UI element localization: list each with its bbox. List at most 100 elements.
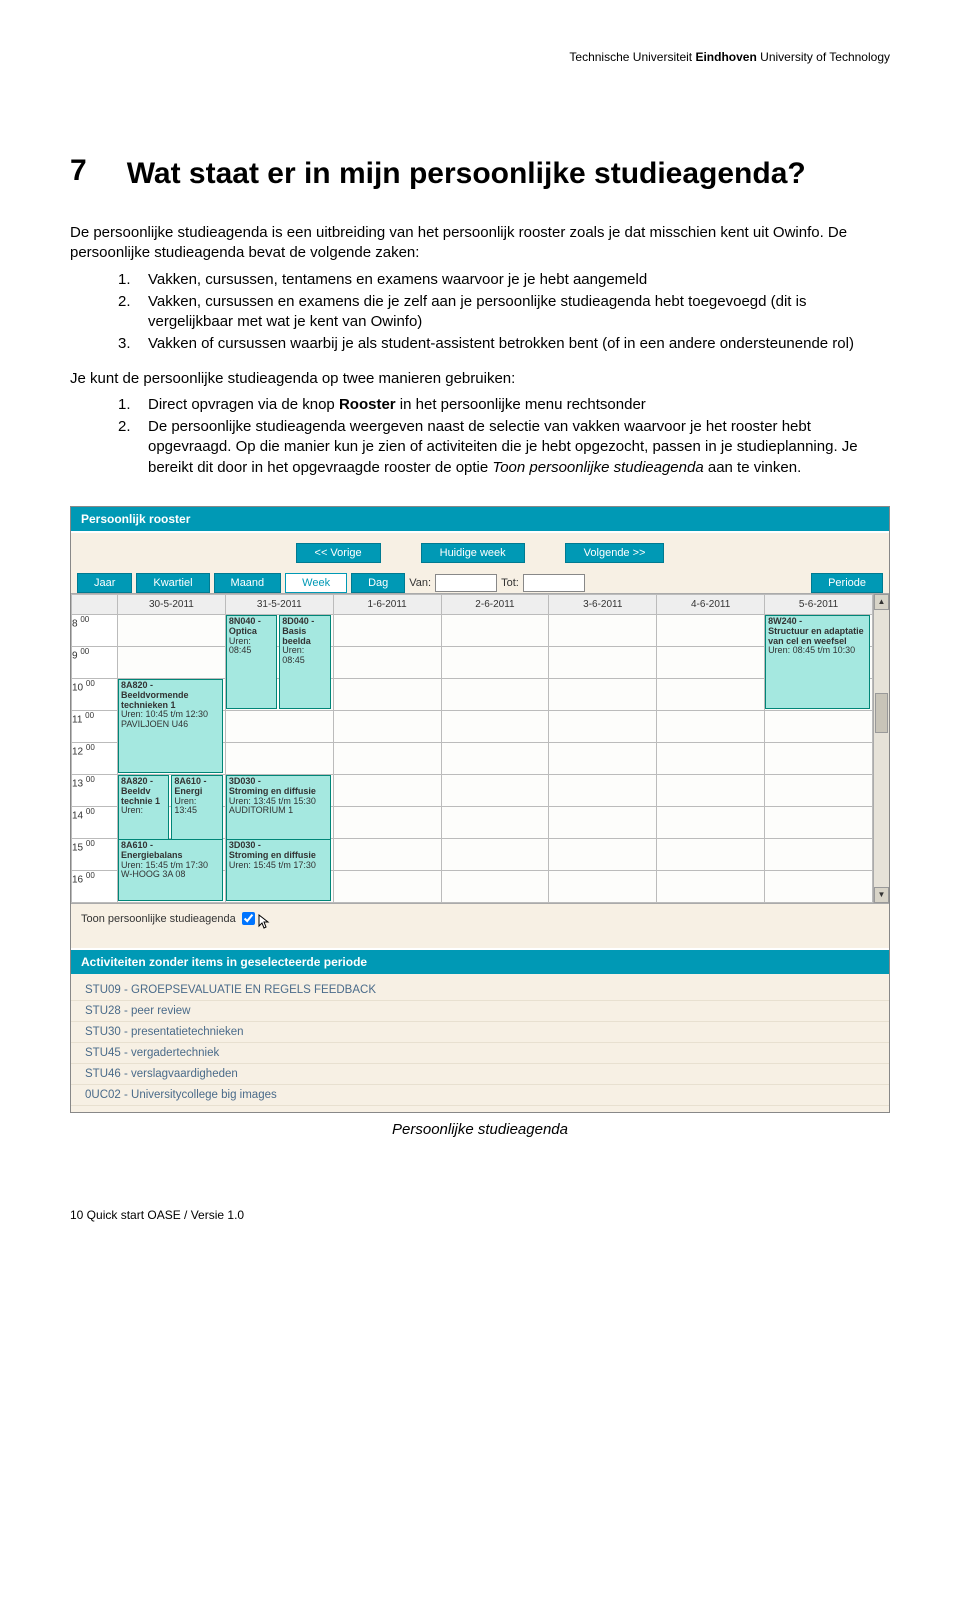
screenshot-figure: Persoonlijk rooster << Vorige Huidige we… [70,506,890,1138]
calendar-cell [549,806,657,838]
scroll-up-icon[interactable]: ▲ [874,594,889,610]
scrollbar[interactable]: ▲ ▼ [873,594,889,903]
calendar-event[interactable]: 3D030 -Stroming en diffusieUren: 15:45 t… [226,839,331,901]
time-label: 11 00 [72,710,118,742]
cursor-icon [257,913,273,929]
calendar-cell [657,614,765,646]
tab-row: JaarKwartielMaandWeekDagVan:Tot: Periode [71,569,889,593]
calendar-cell: 3D030 -Stroming en diffusieUren: 15:45 t… [225,838,333,870]
activity-row[interactable]: 0UC02 - Universitycollege big images [71,1085,889,1106]
header-text-2: University of Technology [757,50,890,64]
intro-paragraph: De persoonlijke studieagenda is een uitb… [70,223,890,264]
calendar-event[interactable]: 8A820 -Beeldvormende technieken 1Uren: 1… [118,679,223,773]
time-label: 16 00 [72,870,118,902]
tab-kwartiel[interactable]: Kwartiel [136,573,209,593]
date-header: 2-6-2011 [441,594,549,614]
activity-row[interactable]: STU46 - verslagvaardigheden [71,1064,889,1085]
calendar-cell: 8W240 -Structuur en adaptatie van cel en… [765,614,873,646]
nav-row: << Vorige Huidige week Volgende >> [71,533,889,569]
calendar-cell [333,838,441,870]
list-1: 1.Vakken, cursussen, tentamens en examen… [118,270,890,355]
date-range: Van:Tot: [409,574,585,592]
activity-row[interactable]: STU28 - peer review [71,1001,889,1022]
tot-input[interactable] [523,574,585,592]
activity-row[interactable]: STU30 - presentatietechnieken [71,1022,889,1043]
date-header: 5-6-2011 [765,594,873,614]
scroll-track[interactable] [874,610,889,887]
calendar-cell [765,774,873,806]
calendar-cell [765,870,873,902]
list-item: 1.Vakken, cursussen, tentamens en examen… [118,270,890,290]
time-label: 14 00 [72,806,118,838]
calendar-cell [657,710,765,742]
date-header: 3-6-2011 [549,594,657,614]
toggle-checkbox[interactable] [242,912,255,925]
toggle-label: Toon persoonlijke studieagenda [81,913,236,925]
calendar-cell [549,838,657,870]
calendar-cell [657,806,765,838]
calendar-cell [549,742,657,774]
date-header: 4-6-2011 [657,594,765,614]
tab-maand[interactable]: Maand [214,573,282,593]
activities-list: STU09 - GROEPSEVALUATIE EN REGELS FEEDBA… [71,974,889,1112]
date-header: 30-5-2011 [118,594,226,614]
calendar-cell [441,806,549,838]
calendar-cell [549,678,657,710]
toggle-row: Toon persoonlijke studieagenda [71,903,889,934]
tab-jaar[interactable]: Jaar [77,573,132,593]
van-input[interactable] [435,574,497,592]
calendar-cell [765,806,873,838]
current-week-button[interactable]: Huidige week [421,543,525,563]
calendar-cell [333,614,441,646]
chapter-title: Wat staat er in mijn persoonlijke studie… [127,154,806,193]
periode-button[interactable]: Periode [811,573,883,593]
next-button[interactable]: Volgende >> [565,543,665,563]
calendar-cell [333,742,441,774]
date-header: 31-5-2011 [225,594,333,614]
list-item: 3.Vakken of cursussen waarbij je als stu… [118,334,890,354]
header-text-bold: Eindhoven [695,50,756,64]
calendar-cell [333,806,441,838]
calendar-cell [441,870,549,902]
scroll-thumb[interactable] [875,693,888,733]
calendar-cell [441,774,549,806]
calendar-event[interactable]: 8D040 - Basis beeldaUren: 08:45 [279,615,330,709]
time-label: 15 00 [72,838,118,870]
calendar-cell [765,838,873,870]
time-label: 12 00 [72,742,118,774]
calendar-cell [333,710,441,742]
list-item: 1.Direct opvragen via de knop Rooster in… [118,395,890,415]
calendar-event[interactable]: 8A610 -EnergiebalansUren: 15:45 t/m 17:3… [118,839,223,901]
calendar-event[interactable]: 8N040 -OpticaUren: 08:45 [226,615,277,709]
paragraph-2: Je kunt de persoonlijke studieagenda op … [70,369,890,389]
calendar-cell [549,646,657,678]
tab-week[interactable]: Week [285,573,347,593]
calendar-cell [441,742,549,774]
chapter-number: 7 [70,154,87,193]
activities-title: Activiteiten zonder items in geselecteer… [71,948,889,974]
calendar-cell [657,742,765,774]
calendar-cell [333,646,441,678]
calendar-cell [549,774,657,806]
calendar-cell [333,678,441,710]
calendar-cell [118,646,226,678]
calendar-cell: 8A820 -Beeldv technie 1Uren:8A610 -Energ… [118,774,226,806]
activity-row[interactable]: STU45 - vergadertechniek [71,1043,889,1064]
prev-button[interactable]: << Vorige [296,543,381,563]
activity-row[interactable]: STU09 - GROEPSEVALUATIE EN REGELS FEEDBA… [71,980,889,1001]
calendar-cell: 8A820 -Beeldvormende technieken 1Uren: 1… [118,678,226,710]
window-title: Persoonlijk rooster [71,507,889,533]
time-label: 8 00 [72,614,118,646]
calendar-cell [549,614,657,646]
calendar-cell [333,870,441,902]
page-header: Technische Universiteit Eindhoven Univer… [70,50,890,64]
time-label: 9 00 [72,646,118,678]
calendar-cell [333,774,441,806]
calendar-event[interactable]: 8W240 -Structuur en adaptatie van cel en… [765,615,870,709]
tab-dag[interactable]: Dag [351,573,405,593]
calendar-cell [118,614,226,646]
calendar-cell: 8A610 -EnergiebalansUren: 15:45 t/m 17:3… [118,838,226,870]
scroll-down-icon[interactable]: ▼ [874,887,889,903]
screenshot: Persoonlijk rooster << Vorige Huidige we… [70,506,890,1113]
calendar-cell [657,838,765,870]
